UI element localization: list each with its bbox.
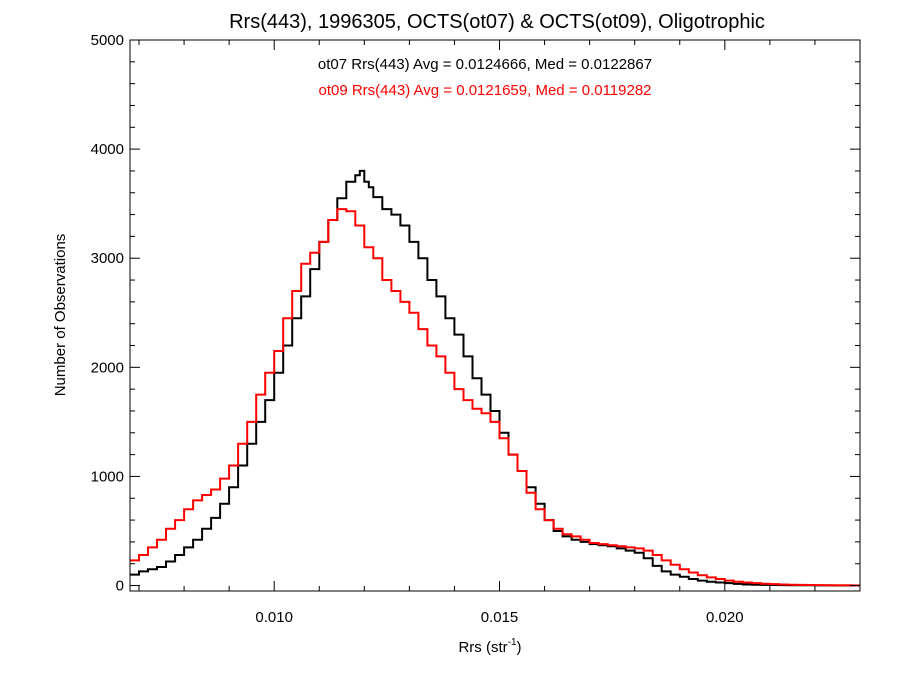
series-line-0	[130, 169, 860, 587]
x-tick-label: 0.020	[706, 609, 744, 626]
axis-ticks: 0 1000 2000 3000 4000 5000 0.010 0.015 0.020	[91, 32, 861, 626]
x-axis-label-tail: )	[517, 639, 522, 656]
plot-frame	[129, 39, 861, 592]
chart-title: Rrs(443), 1996305, OCTS(ot07) & OCTS(ot0…	[229, 11, 765, 33]
y-tick-label: 5000	[91, 32, 124, 49]
y-tick-label: 3000	[91, 250, 124, 267]
x-tick-label: 0.010	[255, 609, 293, 626]
y-tick-label: 4000	[91, 141, 124, 158]
x-axis-label: Rrs (str-1)	[458, 637, 521, 656]
annotation-ot09: ot09 Rrs(443) Avg = 0.0121659, Med = 0.0…	[318, 82, 651, 99]
y-axis-label: Number of Observations	[52, 234, 69, 397]
series-layer	[130, 169, 860, 587]
series-line-1	[130, 208, 860, 587]
x-axis-label-base: Rrs (str	[458, 639, 507, 656]
y-tick-label: 0	[116, 578, 124, 595]
y-tick-label: 1000	[91, 468, 124, 485]
annotation-ot07: ot07 Rrs(443) Avg = 0.0124666, Med = 0.0…	[318, 56, 652, 73]
x-axis-label-sup: -1	[508, 637, 517, 648]
x-tick-label: 0.015	[481, 609, 519, 626]
y-tick-label: 2000	[91, 359, 124, 376]
